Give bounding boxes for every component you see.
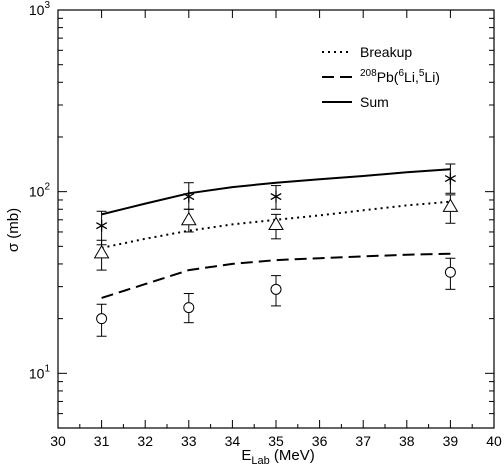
- y-axis: 101 102 103: [29, 0, 494, 415]
- star-marker-stroke: [270, 192, 282, 201]
- x-tick-label: 36: [312, 433, 328, 449]
- x-axis-label: ELab (MeV): [241, 447, 314, 467]
- x-tick-label: 35: [268, 433, 284, 449]
- x-axis-label-unit: (MeV): [270, 447, 315, 464]
- data-point-circle: [183, 293, 195, 324]
- star-marker-stroke: [183, 192, 195, 201]
- y-tick-label: 102: [29, 182, 51, 200]
- triangle-marker: [180, 211, 197, 226]
- x-tick-label: 34: [225, 433, 241, 449]
- x-tick-label: 32: [137, 433, 153, 449]
- legend-label: 208Pb(6Li,5Li): [360, 68, 440, 85]
- data-point-star: [444, 163, 456, 194]
- triangle-marker: [442, 198, 459, 212]
- data-point-star: [270, 185, 282, 210]
- circle-marker: [183, 302, 195, 314]
- circle-marker: [444, 266, 456, 278]
- x-tick-label: 40: [486, 433, 502, 449]
- y-tick-label: 103: [29, 0, 51, 18]
- x-tick-label: 37: [355, 433, 371, 449]
- x-axis: 30 31 32 33 34 35 36 37 38 39 40: [50, 10, 502, 449]
- plot-area: [93, 163, 459, 337]
- x-tick-label: 30: [50, 433, 66, 449]
- x-tick-label: 33: [181, 433, 197, 449]
- triangle-marker: [268, 216, 284, 230]
- data-point-triangle: [180, 208, 197, 233]
- star-marker-stroke: [444, 175, 456, 183]
- circle-marker: [270, 283, 282, 295]
- x-tick-label: 31: [94, 433, 110, 449]
- y-tick-label: 101: [29, 363, 51, 381]
- legend-label: Breakup: [360, 44, 412, 60]
- data-point-circle: [96, 303, 108, 337]
- data-point-triangle: [442, 194, 459, 224]
- series-line-dashed: [101, 252, 451, 299]
- legend-label: Sum: [360, 94, 389, 110]
- data-point-circle: [444, 257, 456, 290]
- data-point-circle: [270, 275, 282, 307]
- data-point-triangle: [268, 213, 284, 240]
- x-tick-label: 39: [443, 433, 459, 449]
- x-axis-label-main: E: [241, 447, 251, 464]
- x-axis-label-subscript: Lab: [251, 455, 269, 467]
- star-marker-stroke: [96, 222, 108, 230]
- series-line-solid: [101, 168, 451, 216]
- triangle-marker: [93, 244, 110, 259]
- legend: Breakup 208Pb(6Li,5Li) Sum: [322, 44, 440, 110]
- x-tick-label: 38: [399, 433, 415, 449]
- data-point-star: [183, 182, 195, 210]
- y-axis-label: σ (mb): [5, 208, 22, 252]
- data-point-star: [96, 210, 108, 246]
- circle-marker: [96, 313, 108, 325]
- data-point-triangle: [93, 239, 110, 271]
